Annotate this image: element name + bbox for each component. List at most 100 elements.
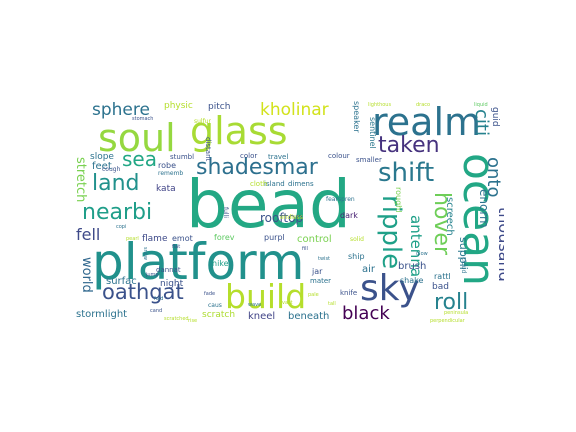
word: travel xyxy=(268,153,289,161)
word: world xyxy=(79,257,94,293)
word: island xyxy=(264,180,285,188)
word-cloud: bead platform ocean soul glass realm bui… xyxy=(72,97,504,325)
word: air xyxy=(362,264,376,275)
word: pale xyxy=(308,292,319,298)
word: stretch xyxy=(73,157,88,203)
word: distant xyxy=(204,137,212,162)
word: cand xyxy=(150,308,163,314)
word: onto xyxy=(483,157,504,198)
word: dark xyxy=(340,211,358,220)
word: rattl xyxy=(434,272,451,281)
word: feet xyxy=(92,161,112,172)
word: jar xyxy=(312,267,323,276)
word: speaker xyxy=(352,101,361,133)
word: realm xyxy=(372,100,482,144)
word: twist xyxy=(318,256,331,262)
word: oathgat xyxy=(102,280,184,304)
word: pearl xyxy=(126,236,139,242)
word: fade xyxy=(204,291,216,297)
word: knife xyxy=(340,289,358,297)
word: beneath xyxy=(288,311,330,322)
word: fulli xyxy=(222,207,229,218)
word: roughl xyxy=(394,187,403,213)
word: shift xyxy=(378,158,435,188)
word: flat xyxy=(172,244,181,250)
word: lighthous xyxy=(368,102,392,108)
word: antenna xyxy=(407,215,425,278)
word: tall xyxy=(328,301,336,307)
word: emot xyxy=(172,234,193,243)
word: nearbi xyxy=(82,200,153,225)
word: rise xyxy=(188,318,198,324)
word: kneel xyxy=(248,311,276,322)
word: stumbl xyxy=(170,153,195,161)
word: purpl xyxy=(264,233,285,242)
word: hike xyxy=(212,259,229,268)
word: surfac xyxy=(106,276,137,287)
word: dannat xyxy=(156,266,181,274)
word: sea xyxy=(122,147,157,171)
word: snow xyxy=(142,247,148,260)
word: suppli xyxy=(457,237,470,270)
word: citi xyxy=(471,109,492,136)
word: draco xyxy=(416,102,431,108)
word: endless xyxy=(280,214,303,221)
word: shake xyxy=(400,276,424,285)
word: screech xyxy=(444,197,455,236)
word: pitch xyxy=(208,102,231,112)
word: guid xyxy=(490,107,500,127)
word: platform xyxy=(92,233,305,291)
word: shadesmar xyxy=(196,155,318,180)
word: wave xyxy=(248,302,262,308)
word: fell xyxy=(76,225,101,244)
word: ship xyxy=(348,252,365,261)
word: stomach xyxy=(132,116,154,122)
word: jump xyxy=(146,272,159,278)
word: sentinel xyxy=(368,117,377,149)
word: sulfur xyxy=(194,118,211,125)
word: glass xyxy=(190,109,288,153)
word: glow xyxy=(416,251,428,257)
word: fearspren xyxy=(326,196,355,203)
word: copi xyxy=(116,224,127,230)
word: thousand xyxy=(495,207,504,282)
word: vast xyxy=(282,300,293,306)
word: smaller xyxy=(356,156,382,164)
word: cough xyxy=(102,166,121,173)
word: cloth xyxy=(250,180,268,188)
word: liquid xyxy=(474,102,488,108)
word: perpendicular xyxy=(430,318,465,324)
word: bad xyxy=(432,282,449,292)
word: ripple xyxy=(376,195,406,270)
word: control xyxy=(297,234,332,245)
word: flame xyxy=(142,234,168,244)
word: fold xyxy=(154,296,164,302)
word: taken xyxy=(378,133,440,158)
word: enorm xyxy=(477,189,491,228)
word: colour xyxy=(328,152,350,160)
word: ocean xyxy=(453,153,504,287)
word: rooftop xyxy=(260,211,304,225)
word: stormlight xyxy=(76,309,128,320)
word: bead xyxy=(186,166,351,243)
word: scratch xyxy=(202,310,236,320)
word: dimens xyxy=(288,180,314,188)
word: sphere xyxy=(92,100,150,120)
word: soul xyxy=(98,116,176,160)
word: color xyxy=(240,152,258,160)
word: caus xyxy=(208,302,222,309)
word: mater xyxy=(310,277,332,285)
word: peninsula xyxy=(444,310,469,316)
word: forev xyxy=(214,233,235,242)
word: kata xyxy=(156,184,176,194)
word: fill xyxy=(302,246,308,252)
word: cloud xyxy=(460,257,467,274)
word: scratched xyxy=(164,316,189,322)
word: hover xyxy=(429,192,454,256)
word: build xyxy=(225,277,307,316)
word: roll xyxy=(434,290,469,315)
word: slope xyxy=(90,152,114,162)
word: physic xyxy=(164,101,193,111)
word: solid xyxy=(350,236,364,243)
word: night xyxy=(160,279,184,289)
